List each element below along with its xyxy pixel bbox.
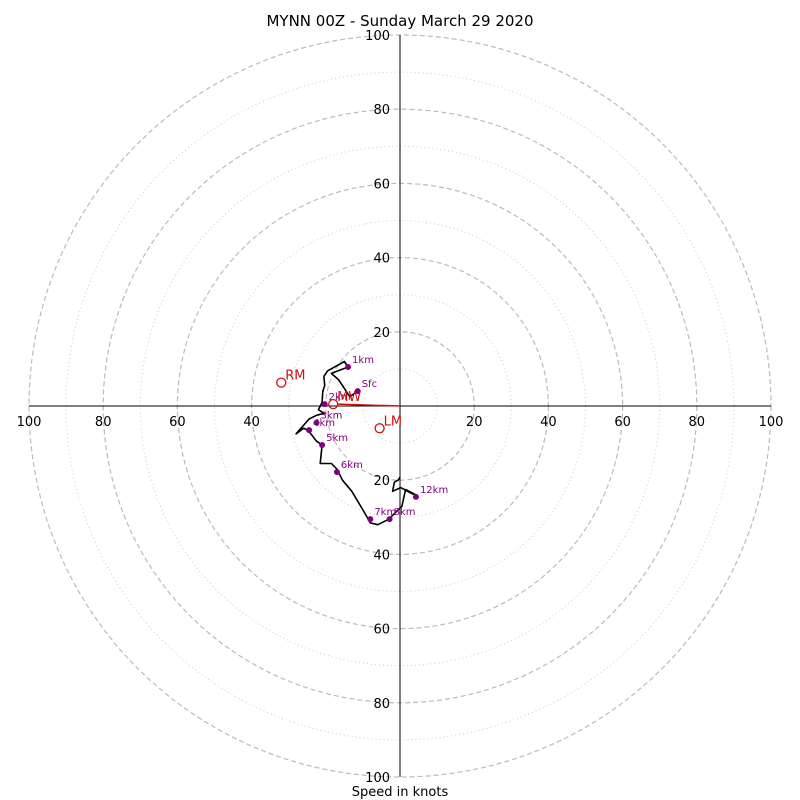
- height-point: [333, 469, 340, 476]
- height-point: [354, 388, 361, 395]
- height-point-label: 5km: [326, 433, 348, 444]
- y-tick-label: 60: [373, 623, 390, 638]
- motion-marker: [374, 423, 385, 434]
- tick-labels: 100 80 60 40 20 40 60 80 100 100 80 60 40 20 20 40 60 80 1…: [17, 29, 784, 786]
- motion-marker: [328, 398, 339, 410]
- x-tick-label: 20: [466, 415, 483, 430]
- height-point-label: 7km: [374, 507, 396, 518]
- height-point: [321, 401, 328, 408]
- storm-motion-markers: RM LM MW: [276, 369, 402, 434]
- motion-marker-label: LM: [384, 414, 402, 429]
- hodograph-trace: [295, 360, 417, 526]
- y-tick-label: 80: [373, 103, 390, 118]
- height-point: [412, 493, 419, 500]
- motion-marker-label: RM: [285, 369, 305, 384]
- y-tick-label: 20: [373, 474, 390, 489]
- y-tick-label: 20: [373, 326, 390, 341]
- motion-marker: [276, 377, 287, 388]
- height-point: [345, 364, 352, 371]
- height-point-label: 6km: [341, 460, 363, 471]
- height-point: [319, 441, 326, 448]
- height-point-label: 1km: [352, 355, 374, 366]
- height-point-label: 3km: [321, 411, 343, 422]
- height-point: [306, 427, 313, 434]
- y-tick-label: 80: [373, 697, 390, 712]
- wind-trace: [295, 360, 417, 526]
- y-tick-label: 40: [373, 252, 390, 267]
- x-tick-label: 100: [17, 415, 42, 430]
- height-point: [313, 419, 320, 426]
- height-point-label: 4km: [313, 418, 335, 429]
- x-tick-label: 80: [689, 415, 706, 430]
- motion-marker-label: MW: [337, 390, 361, 405]
- chart-title: MYNN 00Z - Sunday March 29 2020: [266, 12, 533, 30]
- mean-wind-vector: [338, 403, 401, 407]
- y-tick-label: 40: [373, 548, 390, 563]
- height-point-label: 12km: [420, 485, 448, 496]
- x-tick-label: 60: [169, 415, 186, 430]
- y-tick-label: 60: [373, 177, 390, 192]
- y-tick-label: 100: [365, 29, 390, 44]
- height-point: [386, 516, 393, 523]
- height-point-label: 8km: [394, 507, 416, 518]
- x-tick-label: 40: [243, 415, 260, 430]
- height-point-label: 2km: [329, 392, 351, 403]
- x-tick-label: 100: [759, 415, 784, 430]
- height-point: [367, 516, 374, 523]
- y-tick-label: 100: [365, 771, 390, 786]
- x-tick-label: 40: [540, 415, 557, 430]
- height-point-label: Sfc: [362, 379, 377, 390]
- x-tick-label: 80: [95, 415, 112, 430]
- x-axis-label: Speed in knots: [352, 785, 449, 800]
- x-tick-label: 60: [614, 415, 631, 430]
